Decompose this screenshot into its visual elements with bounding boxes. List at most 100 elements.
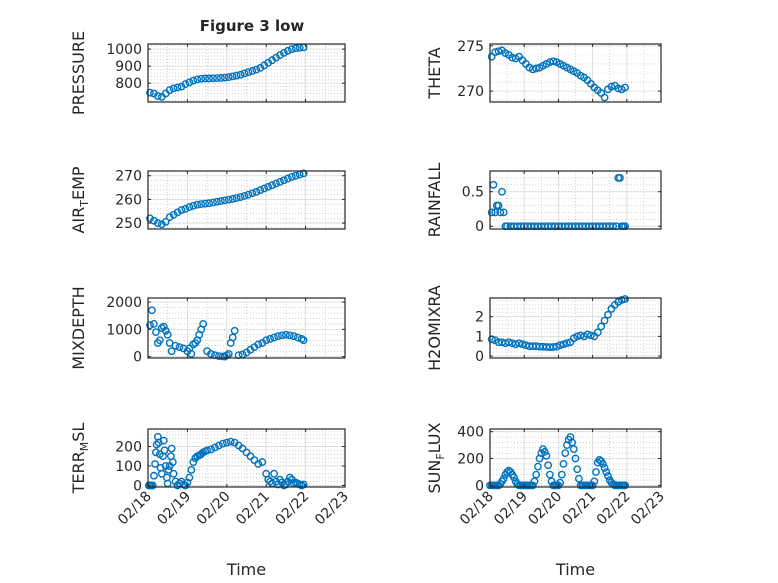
data-point xyxy=(532,64,541,73)
data-point xyxy=(216,197,225,205)
data-point xyxy=(266,335,275,343)
data-point xyxy=(187,350,196,358)
y-axis-label-sub: T xyxy=(78,200,91,208)
plot-area xyxy=(490,44,661,102)
plot-area xyxy=(490,171,661,229)
data-point xyxy=(164,465,173,474)
data-point xyxy=(621,295,629,303)
data-point xyxy=(232,194,241,202)
data-point xyxy=(563,339,571,348)
y-axis-label-main: AIR xyxy=(69,207,88,234)
data-point xyxy=(161,217,170,226)
data-point xyxy=(151,328,160,336)
data-point xyxy=(163,330,172,339)
data-point xyxy=(602,468,611,476)
data-point xyxy=(604,310,612,319)
axes-box xyxy=(147,297,346,359)
data-point xyxy=(268,181,277,190)
data-point xyxy=(593,328,602,337)
y-axis-label: MIXDEPTH xyxy=(69,286,88,369)
data-point xyxy=(283,174,292,183)
data-point xyxy=(168,458,177,466)
y-axis-label-tail: LUX xyxy=(425,422,444,453)
y-tick-label: 0 xyxy=(475,349,484,365)
data-point xyxy=(583,330,592,339)
data-point xyxy=(518,340,527,349)
plot-area xyxy=(148,44,345,102)
data-point xyxy=(528,65,537,74)
data-point xyxy=(187,465,196,474)
data-point xyxy=(205,199,213,208)
data-point xyxy=(220,73,229,82)
data-point xyxy=(150,216,158,225)
axes-box xyxy=(147,43,346,103)
data-series xyxy=(146,306,308,361)
data-point xyxy=(530,477,539,486)
y-axis-label-main: SUN xyxy=(425,460,444,494)
data-point xyxy=(252,65,261,74)
y-axis-label-tail: SL xyxy=(69,423,88,442)
data-point xyxy=(201,74,210,83)
data-point xyxy=(211,443,219,452)
data-point xyxy=(291,171,300,180)
y-tick-label: 270 xyxy=(457,84,484,100)
data-point xyxy=(169,210,178,219)
data-point xyxy=(285,331,294,340)
data-point xyxy=(209,198,217,207)
data-point xyxy=(278,331,286,340)
data-point xyxy=(242,448,251,457)
data-point xyxy=(207,445,215,454)
data-point xyxy=(557,470,566,479)
figure-title: Figure 3 low xyxy=(200,17,305,35)
data-point xyxy=(189,458,198,466)
data-point xyxy=(165,86,174,94)
data-point xyxy=(621,481,629,490)
y-tick-label: 900 xyxy=(115,59,142,75)
data-point xyxy=(281,330,290,339)
data-point xyxy=(236,193,245,201)
axes-box xyxy=(489,170,662,230)
data-point xyxy=(150,320,158,328)
data-point xyxy=(173,208,182,217)
data-point xyxy=(510,473,518,482)
data-point xyxy=(209,74,217,83)
data-point xyxy=(252,187,261,196)
data-point xyxy=(264,475,273,484)
data-point xyxy=(590,477,599,486)
data-point xyxy=(262,336,271,345)
data-point xyxy=(155,336,164,345)
data-point xyxy=(254,460,263,468)
data-point xyxy=(299,336,308,345)
data-point xyxy=(244,190,253,199)
data-point xyxy=(494,201,503,210)
data-point xyxy=(264,182,273,191)
y-axis-label-main: PRESSURE xyxy=(69,31,88,115)
y-tick-label: 260 xyxy=(115,192,142,208)
subplot-rainfall: 0 0.5 RAINFALL xyxy=(425,163,662,238)
data-point xyxy=(616,174,624,182)
data-point xyxy=(248,189,257,198)
data-point xyxy=(203,446,212,455)
data-point xyxy=(487,208,496,217)
data-series xyxy=(144,432,308,490)
data-point xyxy=(224,195,233,204)
data-point xyxy=(270,333,278,342)
y-tick-label: 0 xyxy=(133,350,142,366)
data-point xyxy=(197,200,206,209)
data-point xyxy=(161,326,170,335)
y-axis-label-tail: EMP xyxy=(69,166,88,200)
y-tick-label: 800 xyxy=(115,76,142,92)
data-point xyxy=(146,214,154,223)
data-point xyxy=(193,75,202,84)
data-point xyxy=(215,441,223,450)
data-point xyxy=(189,76,198,85)
y-axis-label-main: RAINFALL xyxy=(425,163,444,238)
data-point xyxy=(287,173,296,181)
y-axis-label-main: MIXDEPTH xyxy=(69,286,88,369)
axes-box xyxy=(147,428,346,488)
y-tick-label: 1 xyxy=(475,329,484,345)
data-point xyxy=(232,71,241,80)
data-point xyxy=(175,343,184,351)
y-tick-label: 275 xyxy=(457,39,484,55)
data-point xyxy=(274,332,282,341)
